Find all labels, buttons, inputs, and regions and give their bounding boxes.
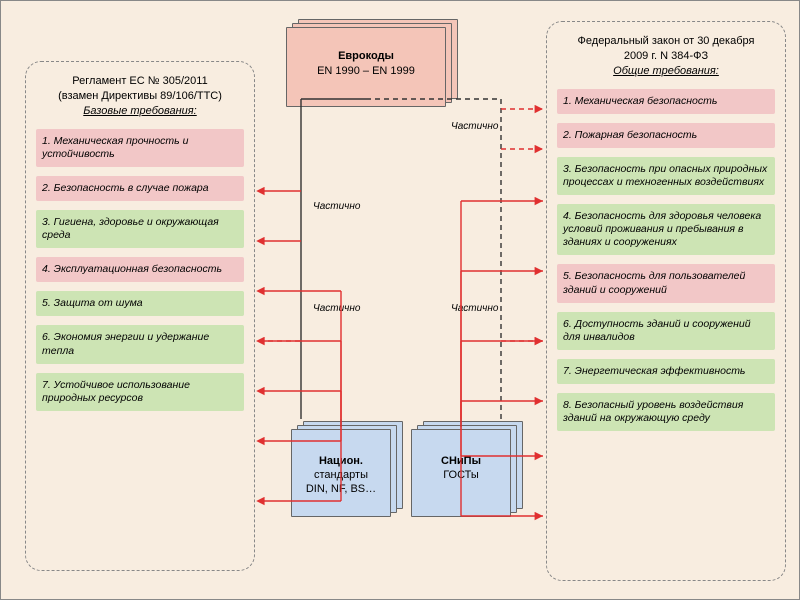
requirement-item: 7. Устойчивое использование природных ре… bbox=[36, 373, 244, 411]
eu-items: 1. Механическая прочность и устойчивость… bbox=[36, 129, 244, 411]
requirement-item: 4. Эксплуатационная безопасность bbox=[36, 257, 244, 282]
edge-label: Частично bbox=[449, 121, 500, 132]
edge-label: Частично bbox=[311, 303, 362, 314]
requirement-item: 2. Безопасность в случае пожара bbox=[36, 176, 244, 201]
eurocodes-doc-stack bbox=[286, 19, 462, 111]
eu-panel-title2: (взамен Директивы 89/106/ТТС) bbox=[36, 89, 244, 104]
ru-panel-header: Федеральный закон от 30 декабря 2009 г. … bbox=[557, 34, 775, 79]
snip-gost-doc-stack bbox=[411, 421, 527, 521]
requirement-item: 7. Энергетическая эффективность bbox=[557, 359, 775, 384]
requirement-item: 8. Безопасный уровень воздействия зданий… bbox=[557, 393, 775, 431]
eu-panel-header: Регламент ЕС № 305/2011 (взамен Директив… bbox=[36, 74, 244, 119]
requirement-item: 5. Защита от шума bbox=[36, 291, 244, 316]
requirement-item: 6. Экономия энергии и удержание тепла bbox=[36, 325, 244, 363]
ru-items: 1. Механическая безопасность 2. Пожарная … bbox=[557, 89, 775, 432]
requirement-item: 1. Механическая безопасность bbox=[557, 89, 775, 114]
edge-label: Частично bbox=[449, 303, 500, 314]
eu-panel-subtitle: Базовые требования: bbox=[36, 104, 244, 119]
ru-panel-title1: Федеральный закон от 30 декабря bbox=[557, 34, 775, 49]
ru-panel-title2: 2009 г. N 384-ФЗ bbox=[557, 49, 775, 64]
requirement-item: 5. Безопасность для пользователей зданий… bbox=[557, 264, 775, 302]
requirement-item: 3. Безопасность при опасных природных пр… bbox=[557, 157, 775, 195]
requirement-item: 1. Механическая прочность и устойчивость bbox=[36, 129, 244, 167]
diagram-canvas: ЕврокодыEN 1990 – EN 1999 Национ.стандар… bbox=[0, 0, 800, 600]
requirement-item: 4. Безопасность для здоровья человека ус… bbox=[557, 204, 775, 255]
ru-panel-subtitle: Общие требования: bbox=[557, 64, 775, 79]
edge-label: Частично bbox=[311, 201, 362, 212]
ru-law-panel: Федеральный закон от 30 декабря 2009 г. … bbox=[546, 21, 786, 581]
requirement-item: 3. Гигиена, здоровье и окружающая среда bbox=[36, 210, 244, 248]
national-standards-doc-stack bbox=[291, 421, 407, 521]
eu-regulation-panel: Регламент ЕС № 305/2011 (взамен Директив… bbox=[25, 61, 255, 571]
eu-panel-title1: Регламент ЕС № 305/2011 bbox=[36, 74, 244, 89]
requirement-item: 2. Пожарная безопасность bbox=[557, 123, 775, 148]
requirement-item: 6. Доступность зданий и сооружений для и… bbox=[557, 312, 775, 350]
